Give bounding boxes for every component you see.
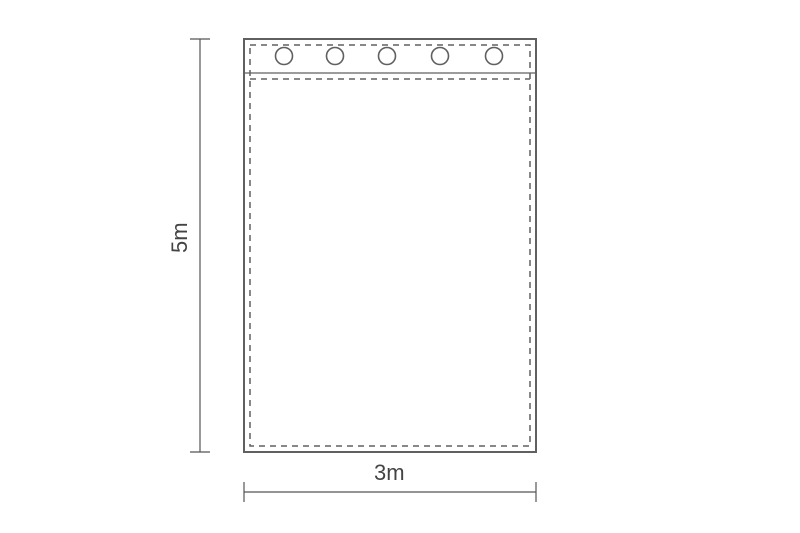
grommet-hole-4	[432, 48, 449, 65]
grommet-hole-5	[486, 48, 503, 65]
grommet-hole-1	[276, 48, 293, 65]
width-dimension-label: 3m	[374, 460, 405, 486]
height-dimension-label: 5m	[167, 222, 193, 253]
grommet-hole-2	[327, 48, 344, 65]
panel-outline	[244, 39, 536, 452]
diagram-stage: 5m 3m	[0, 0, 800, 533]
technical-drawing-svg	[0, 0, 800, 533]
grommet-hole-3	[379, 48, 396, 65]
